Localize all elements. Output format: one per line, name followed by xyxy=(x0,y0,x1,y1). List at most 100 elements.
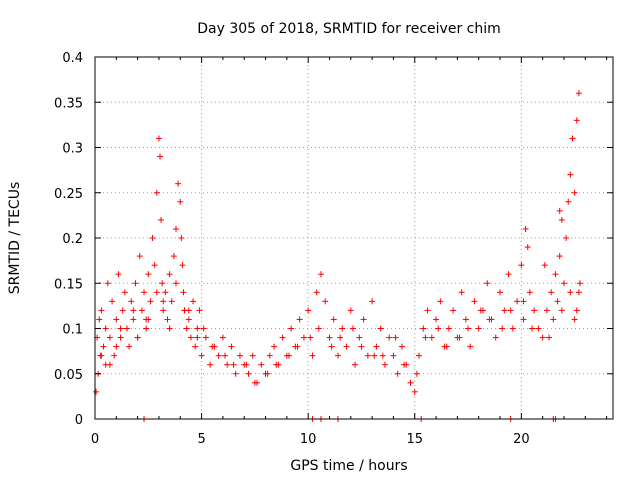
data-point xyxy=(539,334,546,341)
data-point xyxy=(535,325,542,332)
data-point xyxy=(106,334,113,341)
data-point xyxy=(130,307,137,314)
data-point xyxy=(456,334,463,341)
data-point xyxy=(567,289,574,296)
data-point xyxy=(571,189,578,196)
y-tick-label: 0.15 xyxy=(54,277,83,292)
data-point xyxy=(202,334,209,341)
data-point xyxy=(309,352,316,359)
data-point xyxy=(222,352,229,359)
data-point xyxy=(548,289,555,296)
x-tick-label: 20 xyxy=(513,432,530,447)
data-point xyxy=(401,361,408,368)
data-point xyxy=(349,325,356,332)
data-point xyxy=(98,352,105,359)
data-point xyxy=(166,325,173,332)
data-point xyxy=(531,307,538,314)
data-point xyxy=(134,334,141,341)
data-point xyxy=(230,361,237,368)
data-point xyxy=(520,316,527,323)
data-point xyxy=(450,307,457,314)
data-point xyxy=(98,307,105,314)
data-point xyxy=(484,280,491,287)
y-tick-label: 0.1 xyxy=(62,323,83,338)
data-point xyxy=(443,343,450,350)
data-point xyxy=(386,334,393,341)
data-point xyxy=(486,316,493,323)
data-point xyxy=(558,307,565,314)
data-point xyxy=(569,135,576,142)
data-point xyxy=(505,271,512,278)
data-point xyxy=(249,352,256,359)
data-point xyxy=(175,180,182,187)
data-point xyxy=(121,289,128,296)
data-point xyxy=(160,307,167,314)
data-point xyxy=(330,316,337,323)
data-point xyxy=(373,343,380,350)
y-tick-label: 0.3 xyxy=(62,142,83,157)
data-point xyxy=(407,379,414,386)
data-point xyxy=(550,316,557,323)
data-point xyxy=(573,307,580,314)
data-point xyxy=(520,298,527,305)
data-point xyxy=(398,343,405,350)
data-point xyxy=(381,361,388,368)
data-point xyxy=(413,370,420,377)
data-point xyxy=(245,370,252,377)
data-point xyxy=(243,361,250,368)
data-point xyxy=(138,307,145,314)
data-point xyxy=(524,244,531,251)
data-point xyxy=(141,289,148,296)
data-point xyxy=(264,370,271,377)
data-point xyxy=(411,388,418,395)
data-point xyxy=(437,298,444,305)
data-point xyxy=(200,325,207,332)
data-point xyxy=(102,361,109,368)
x-tick-labels: 0 5 10 15 20 xyxy=(91,432,530,447)
data-point xyxy=(522,225,529,232)
data-point xyxy=(109,298,116,305)
data-point xyxy=(183,325,190,332)
data-point xyxy=(307,334,314,341)
data-point xyxy=(153,289,160,296)
data-point xyxy=(194,325,201,332)
data-point xyxy=(424,307,431,314)
data-point xyxy=(117,325,124,332)
data-point xyxy=(509,325,516,332)
x-tick-label: 5 xyxy=(197,432,205,447)
data-point xyxy=(556,253,563,260)
data-point xyxy=(390,352,397,359)
data-point xyxy=(499,325,506,332)
data-point xyxy=(173,280,180,287)
data-point xyxy=(477,307,484,314)
data-point xyxy=(313,289,320,296)
data-point xyxy=(364,352,371,359)
data-point xyxy=(567,171,574,178)
data-point xyxy=(360,316,367,323)
data-point xyxy=(236,352,243,359)
data-point xyxy=(102,325,109,332)
data-point xyxy=(266,352,273,359)
data-point xyxy=(514,298,521,305)
axis-ticks xyxy=(94,56,613,420)
data-point xyxy=(143,325,150,332)
data-point xyxy=(379,352,386,359)
data-point xyxy=(337,334,344,341)
data-point xyxy=(177,198,184,205)
data-point xyxy=(192,343,199,350)
data-point xyxy=(215,352,222,359)
data-point xyxy=(556,207,563,214)
x-tick-label: 10 xyxy=(300,432,317,447)
data-point xyxy=(258,361,265,368)
data-point xyxy=(475,325,482,332)
data-point xyxy=(471,298,478,305)
data-point xyxy=(435,325,442,332)
data-point xyxy=(501,307,508,314)
y-tick-label: 0 xyxy=(75,413,83,428)
data-point xyxy=(285,352,292,359)
data-point xyxy=(294,343,301,350)
data-point xyxy=(563,235,570,241)
data-point xyxy=(558,216,565,223)
data-point xyxy=(328,343,335,350)
data-point xyxy=(315,325,322,332)
